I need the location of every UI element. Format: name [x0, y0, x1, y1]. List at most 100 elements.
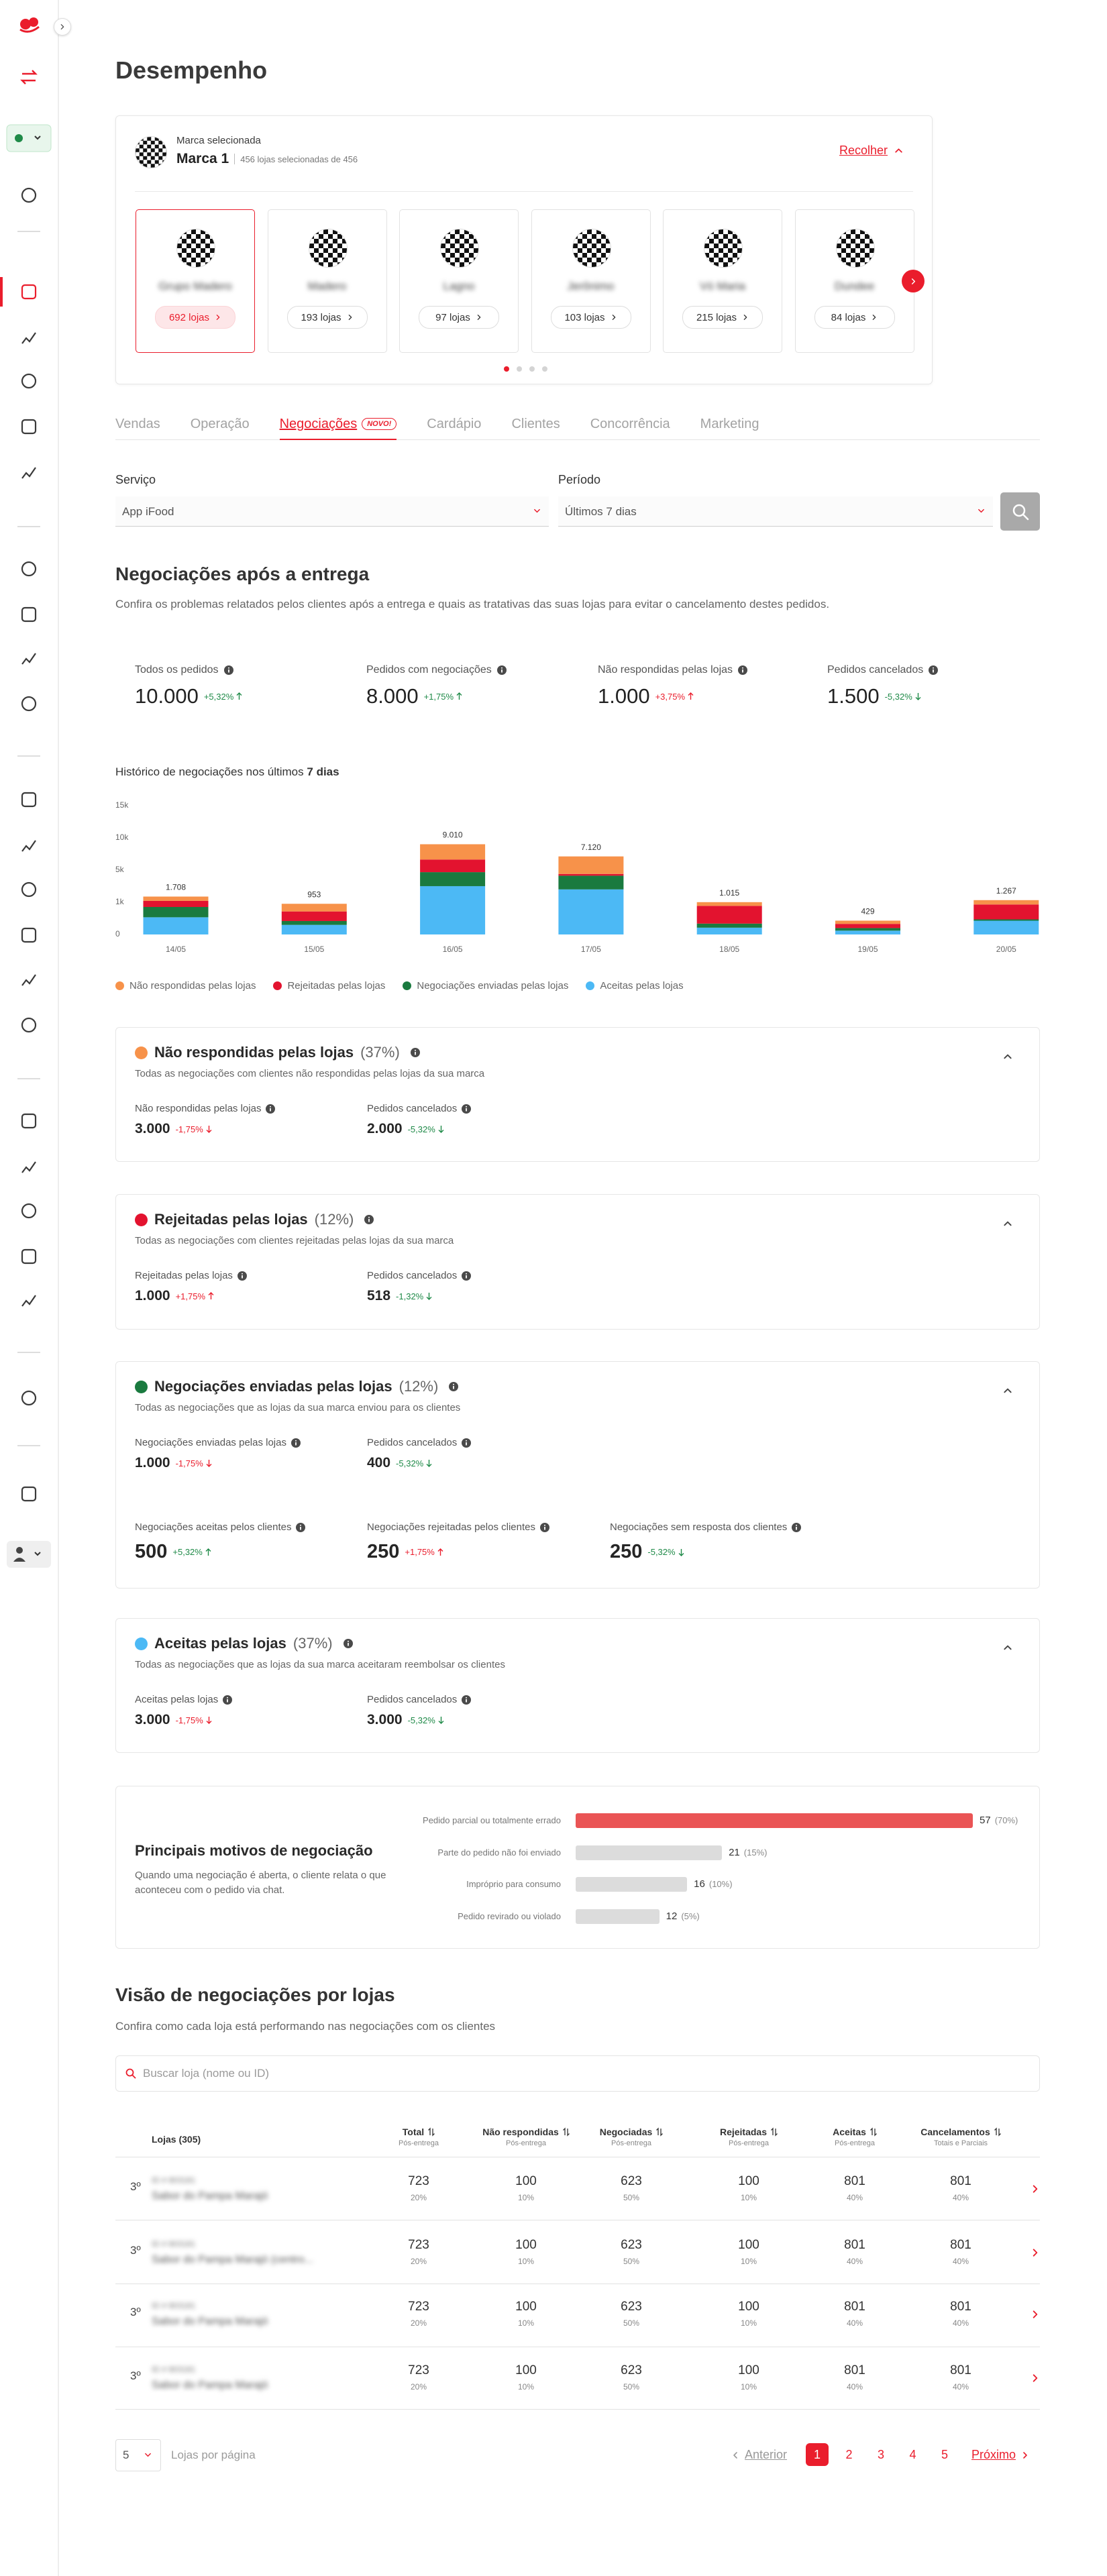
brand-card[interactable]: Lagno 97 lojas	[399, 209, 519, 353]
column-header[interactable]: Total Pós-entrega	[352, 2127, 486, 2147]
logo-part	[29, 17, 38, 27]
page-number[interactable]: 4	[909, 2448, 916, 2461]
dropdown[interactable]: App iFood	[115, 496, 549, 527]
next-button[interactable]	[902, 270, 925, 292]
page-size: 5	[123, 2449, 129, 2461]
tab[interactable]: Operação	[191, 417, 250, 440]
collapse-toggle[interactable]	[1003, 1219, 1014, 1230]
store-pill[interactable]: 215 lojas	[682, 306, 763, 329]
table-row[interactable]: 3º ID # 803181 Sabor do Pampa Marajó (cent…	[115, 2223, 1040, 2282]
tab[interactable]: Negociações NOVO!	[279, 417, 397, 440]
nav-icon[interactable]	[21, 1295, 36, 1307]
arrow-head	[688, 692, 694, 696]
column-header[interactable]: Negociadas Pós-entrega	[564, 2127, 698, 2147]
brand-card[interactable]: Jerônimo 103 lojas	[531, 209, 651, 353]
brand-card[interactable]: Dundee 84 lojas	[794, 209, 914, 353]
table-row[interactable]: 3º ID # 803181 Sabor do Pampa Marajó 723 20%…	[115, 2349, 1040, 2408]
nav-icon[interactable]	[21, 653, 36, 665]
carousel-dot[interactable]	[542, 366, 547, 372]
carousel-dot[interactable]	[517, 366, 522, 372]
column-header[interactable]: Cancelamentos Totais e Parciais	[894, 2127, 1028, 2147]
previous-label: Anterior	[745, 2448, 788, 2461]
tab[interactable]: Vendas	[115, 417, 160, 440]
nav-icon[interactable]	[21, 696, 37, 712]
reason-label: Pedido parcial ou totalmente errado	[423, 1815, 561, 1825]
tab[interactable]: Marketing	[700, 417, 759, 440]
brand-logo	[704, 229, 743, 268]
brand-card[interactable]: Vó Maria 215 lojas	[663, 209, 782, 353]
store-pill[interactable]: 97 lojas	[419, 306, 499, 329]
info-icon	[291, 1438, 301, 1448]
nav-icon[interactable]	[21, 187, 37, 203]
divider	[135, 191, 913, 192]
table-row[interactable]: 3º ID # 803181 Sabor do Pampa Marajó 723 20%…	[115, 2159, 1040, 2218]
brand-logo	[572, 229, 611, 268]
chevron	[978, 508, 984, 513]
column-header[interactable]: Não respondidas Pós-entrega	[459, 2127, 593, 2147]
nav-icon[interactable]	[21, 927, 37, 943]
dropdown[interactable]: Últimos 7 dias	[558, 496, 993, 527]
brand-card[interactable]: Madero 193 lojas	[267, 209, 387, 353]
cell-value: 100	[515, 2363, 537, 2377]
collapse-button[interactable]: Recolher	[839, 144, 903, 158]
nav-icon[interactable]	[21, 606, 37, 623]
store-pill[interactable]: 103 lojas	[550, 306, 631, 329]
nav-icon[interactable]	[21, 840, 36, 852]
page-number[interactable]: 1	[806, 2443, 829, 2466]
chevron-icon	[1004, 1054, 1012, 1059]
nav-icon[interactable]	[21, 561, 37, 577]
brand-logo	[176, 229, 215, 268]
collapse-toggle[interactable]	[1003, 1052, 1014, 1063]
arrow-head	[437, 1548, 443, 1552]
nav-icon[interactable]	[21, 332, 36, 344]
column-header[interactable]: Aceitas Pós-entrega	[788, 2127, 922, 2147]
store-id: ID # 803181	[152, 2239, 196, 2249]
metric-value-row: 250 -5,32%	[610, 1541, 801, 1563]
table-row[interactable]: 3º ID # 803181 Sabor do Pampa Marajó 723 20%…	[115, 2285, 1040, 2344]
store-search[interactable]: Buscar loja (nome ou ID)	[115, 2055, 1040, 2092]
nav-icon[interactable]	[21, 792, 37, 808]
nav-icon[interactable]	[21, 1203, 37, 1219]
nav-icon[interactable]	[21, 373, 37, 389]
column-header[interactable]: Rejeitadas Pós-entrega	[682, 2127, 816, 2147]
brand-card[interactable]: Grupo Madero 692 lojas	[136, 209, 255, 353]
nav-icon[interactable]	[21, 881, 37, 898]
sidebar-toggle[interactable]	[54, 18, 71, 36]
page-number[interactable]: 3	[877, 2448, 884, 2461]
column-sub: Pós-entrega	[399, 2139, 439, 2147]
tab[interactable]: Cardápio	[427, 417, 481, 440]
tab[interactable]: Concorrência	[590, 417, 670, 440]
metric-label: Pedidos cancelados	[367, 1437, 458, 1448]
nav-icon[interactable]	[21, 1486, 37, 1502]
nav-icon[interactable]	[21, 1161, 36, 1173]
nav-icon[interactable]	[21, 467, 36, 479]
kpi-value: 1.000	[598, 684, 650, 708]
collapse-toggle[interactable]	[1003, 1643, 1014, 1654]
collapse-toggle[interactable]	[1003, 1386, 1014, 1397]
store-pill[interactable]: 193 lojas	[286, 306, 368, 329]
page-number[interactable]: 5	[941, 2448, 948, 2461]
search-button[interactable]	[1000, 492, 1040, 531]
nav-icon[interactable]	[21, 1113, 37, 1129]
brand-stores: 456 lojas selecionadas de 456	[240, 154, 358, 164]
cell-value: 623	[621, 2363, 642, 2377]
store-pill[interactable]: 84 lojas	[814, 306, 895, 329]
nav-icon[interactable]	[21, 419, 37, 435]
cell-value: 801	[950, 2300, 971, 2314]
nav-icon[interactable]	[21, 284, 37, 300]
carousel-dot[interactable]	[504, 366, 509, 372]
nav-icon[interactable]	[21, 974, 36, 986]
page-size-select[interactable]: 5	[115, 2439, 161, 2471]
page-number[interactable]: 2	[845, 2448, 853, 2461]
nav-icon[interactable]	[21, 1248, 37, 1265]
metric-value: 1.000	[135, 1455, 170, 1470]
nav-icon[interactable]	[21, 1017, 37, 1033]
store-pill[interactable]: 692 lojas	[155, 306, 235, 329]
kpi: Pedidos com negociações 8.000 +1,75%	[366, 664, 507, 708]
bar-segment	[973, 919, 1039, 921]
previous-button[interactable]: Anterior	[731, 2448, 787, 2462]
next-page-button[interactable]: Próximo	[971, 2448, 1029, 2462]
carousel-dot[interactable]	[529, 366, 535, 372]
tab[interactable]: Clientes	[511, 417, 560, 440]
nav-icon[interactable]	[21, 1390, 37, 1406]
